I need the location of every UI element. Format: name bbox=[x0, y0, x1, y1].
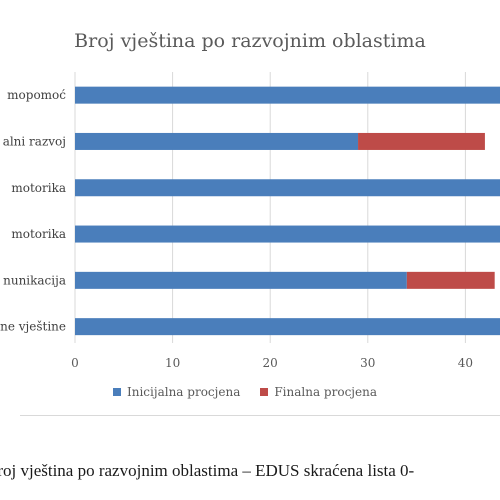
legend: Inicijalna procjena Finalna procjena bbox=[113, 385, 397, 399]
x-tick-label: 30 bbox=[360, 356, 375, 370]
category-label: ne vještine bbox=[0, 320, 66, 334]
category-label: motorika bbox=[11, 227, 66, 241]
figure-caption: Broj vještina po razvojnim oblastima – E… bbox=[0, 461, 415, 480]
x-tick-label: 40 bbox=[458, 356, 473, 370]
category-label: nunikacija bbox=[3, 273, 66, 287]
legend-item-initial: Inicijalna procjena bbox=[113, 385, 240, 399]
category-label: motorika bbox=[11, 181, 66, 195]
x-tick-label: 10 bbox=[165, 356, 180, 370]
chart-title: Broj vještina po razvojnim oblastima bbox=[74, 30, 426, 52]
legend-label-final: Finalna procjena bbox=[274, 385, 377, 399]
bars bbox=[75, 86, 500, 336]
category-labels: mopomoć alni razvoj motorika motorika nuni… bbox=[0, 88, 66, 334]
legend-item-final: Finalna procjena bbox=[260, 385, 377, 399]
legend-swatch-final bbox=[260, 388, 269, 396]
bar-initial bbox=[75, 318, 500, 336]
chart-border bbox=[20, 415, 500, 416]
bar-initial bbox=[75, 132, 359, 150]
bar-initial bbox=[75, 225, 500, 243]
bar-final bbox=[358, 132, 485, 150]
bar-initial bbox=[75, 271, 407, 289]
legend-label-initial: Inicijalna procjena bbox=[127, 385, 241, 399]
x-tick-label: 0 bbox=[71, 356, 79, 370]
legend-swatch-initial bbox=[113, 388, 121, 396]
bar-final bbox=[406, 271, 495, 289]
grid-lines bbox=[74, 72, 466, 343]
x-tick-labels: 01020304050607080 bbox=[71, 356, 473, 370]
x-tick-label: 20 bbox=[263, 356, 278, 370]
bar-initial bbox=[75, 86, 500, 104]
bar-initial bbox=[75, 179, 500, 197]
category-label: mopomoć bbox=[7, 88, 66, 102]
category-label: alni razvoj bbox=[3, 134, 66, 148]
